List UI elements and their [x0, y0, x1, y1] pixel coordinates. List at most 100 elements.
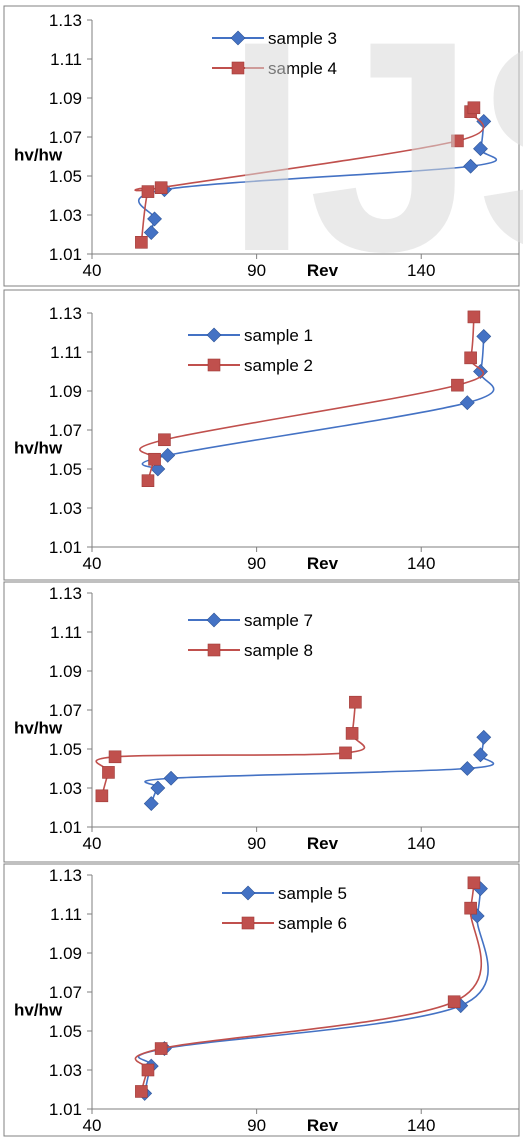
- legend-item: sample 6: [222, 914, 347, 933]
- x-tick-label: 90: [247, 261, 266, 280]
- y-tick-label: 1.09: [49, 662, 82, 681]
- x-tick-label: 40: [83, 261, 102, 280]
- data-point: [141, 474, 155, 488]
- data-point: [154, 1042, 168, 1055]
- y-tick-label: 1.07: [49, 128, 82, 147]
- data-point: [135, 236, 148, 249]
- legend-label: sample 3: [268, 29, 337, 48]
- y-tick-label: 1.13: [49, 866, 82, 885]
- y-tick-label: 1.11: [50, 623, 82, 642]
- x-axis-label: Rev: [307, 834, 339, 853]
- x-axis-label: Rev: [307, 1116, 339, 1135]
- chart-panel-4: 1.01 1.03 1.05 1.07 1.09 1.11 1.13 40 90 140 Rev hv…: [3, 863, 520, 1137]
- data-point: [467, 310, 481, 324]
- x-tick-label: 40: [83, 1116, 102, 1135]
- y-tick-label: 1.09: [49, 382, 82, 401]
- x-tick-label: 90: [247, 554, 266, 573]
- x-tick-label: 140: [407, 261, 435, 280]
- y-tick-label: 1.01: [49, 245, 82, 264]
- x-tick-label: 40: [83, 554, 102, 573]
- legend-item: sample 7: [188, 611, 313, 630]
- data-point: [473, 141, 488, 157]
- y-tick-label: 1.11: [50, 343, 82, 362]
- x-tick-label: 140: [407, 834, 435, 853]
- legend-item: sample 8: [188, 641, 313, 660]
- y-tick-label: 1.01: [49, 1100, 82, 1119]
- data-point: [143, 225, 159, 240]
- data-point: [141, 1063, 155, 1077]
- x-tick-label: 90: [247, 834, 266, 853]
- y-tick-label: 1.05: [49, 1022, 82, 1041]
- legend-marker: [206, 327, 222, 343]
- data-point: [154, 181, 168, 194]
- y-tick-label: 1.11: [50, 905, 82, 924]
- legend-label: sample 7: [244, 611, 313, 630]
- data-point: [345, 727, 359, 740]
- data-point: [463, 158, 479, 174]
- data-point: [339, 746, 352, 760]
- data-point: [158, 433, 171, 447]
- data-point: [143, 796, 159, 812]
- data-point: [476, 729, 492, 745]
- data-point: [160, 447, 176, 463]
- x-tick-label: 90: [247, 1116, 266, 1135]
- legend-label: sample 5: [278, 884, 347, 903]
- data-point: [451, 134, 464, 148]
- y-tick-label: 1.03: [49, 779, 82, 798]
- data-point: [163, 770, 179, 786]
- data-point: [473, 364, 488, 379]
- data-point: [459, 761, 475, 776]
- legend-marker: [240, 885, 256, 901]
- y-tick-label: 1.07: [49, 983, 82, 1002]
- data-point: [451, 378, 464, 392]
- data-point: [150, 780, 166, 796]
- y-tick-label: 1.09: [49, 944, 82, 963]
- x-tick-label: 140: [407, 554, 435, 573]
- y-tick-label: 1.11: [50, 50, 82, 69]
- y-tick-label: 1.03: [49, 499, 82, 518]
- y-tick-label: 1.05: [49, 167, 82, 186]
- chart-frame: [3, 289, 520, 581]
- x-axis-label: Rev: [307, 554, 339, 573]
- y-axis-label: hv/hw: [14, 145, 63, 164]
- legend-label: sample 1: [244, 326, 313, 345]
- legend-label: sample 2: [244, 356, 313, 375]
- chart-frame: [3, 581, 520, 863]
- data-point: [467, 876, 481, 890]
- data-point: [95, 789, 109, 803]
- data-point: [349, 695, 362, 709]
- data-point: [148, 452, 161, 466]
- legend-item: sample 2: [188, 356, 313, 375]
- legend-marker: [206, 612, 222, 628]
- chart-panel-1: 1.01 1.03 1.05 1.07 1.09 1.11 1.13 40 90 140 Rev hv…: [3, 5, 520, 287]
- legend-label: sample 8: [244, 641, 313, 660]
- chart-panel-2: 1.01 1.03 1.05 1.07 1.09 1.11 1.13 40 90 140 Rev hv…: [3, 289, 520, 581]
- data-point: [467, 101, 481, 115]
- legend-marker: [207, 643, 221, 657]
- data-point: [108, 750, 122, 764]
- data-point: [473, 747, 488, 763]
- chart-panel-3: 1.01 1.03 1.05 1.07 1.09 1.11 1.13 40 90 140 Rev hv…: [3, 581, 520, 863]
- legend-label: sample 6: [278, 914, 347, 933]
- legend-marker: [241, 916, 255, 930]
- data-point: [135, 1085, 148, 1098]
- legend-marker: [207, 358, 221, 372]
- y-axis-label: hv/hw: [14, 438, 63, 457]
- y-tick-label: 1.03: [49, 206, 82, 225]
- y-tick-label: 1.03: [49, 1061, 82, 1080]
- y-tick-label: 1.13: [49, 304, 82, 323]
- x-tick-label: 40: [83, 834, 102, 853]
- data-point: [459, 395, 475, 411]
- y-tick-label: 1.01: [49, 538, 82, 557]
- legend-label: sample 4: [268, 59, 337, 78]
- data-point: [447, 995, 461, 1009]
- data-point: [141, 185, 155, 198]
- data-point: [102, 766, 115, 779]
- data-point: [476, 328, 492, 344]
- y-tick-label: 1.05: [49, 460, 82, 479]
- legend-item: sample 1: [188, 326, 313, 345]
- y-tick-label: 1.13: [49, 584, 82, 603]
- legend-item: sample 3: [212, 29, 337, 48]
- y-axis-label: hv/hw: [14, 718, 63, 737]
